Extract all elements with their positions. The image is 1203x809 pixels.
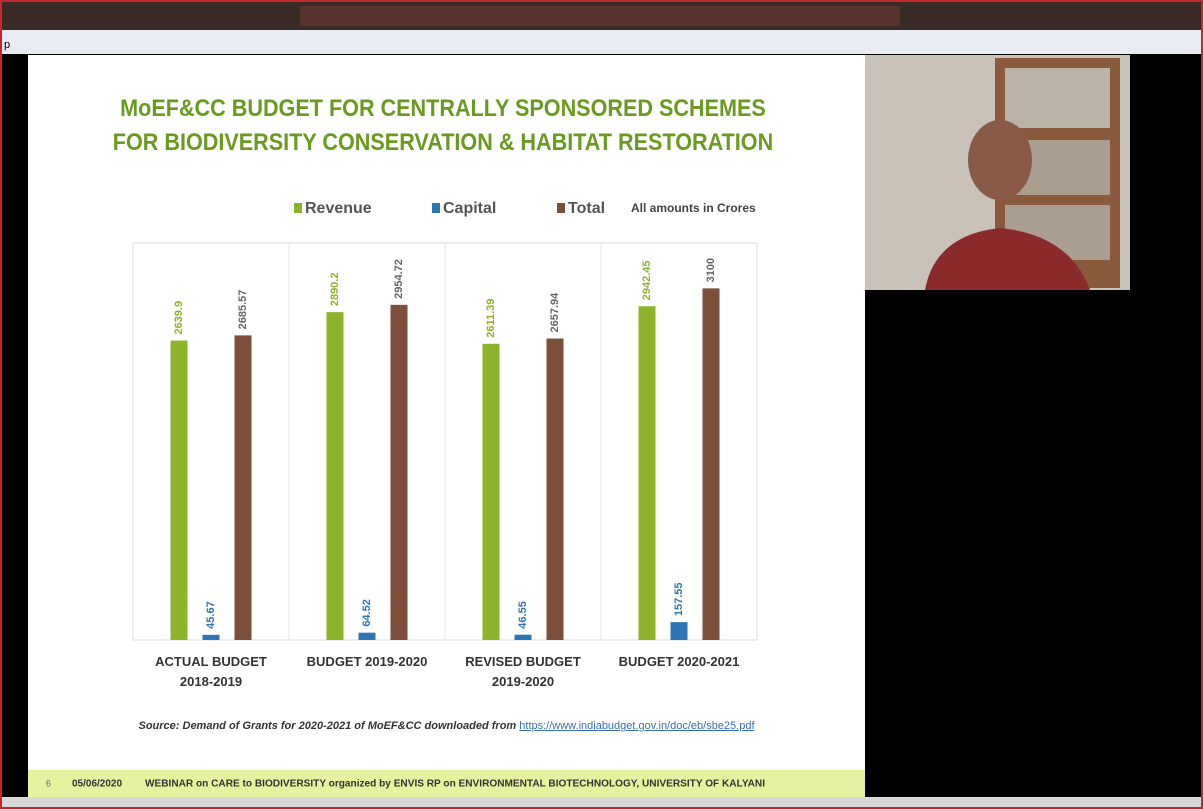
x-tick-label: BUDGET 2019-2020	[289, 652, 445, 672]
bar	[703, 288, 720, 640]
value-label: 2954.72	[393, 259, 405, 299]
footer-date: 05/06/2020	[72, 779, 122, 790]
value-label: 2611.39	[485, 299, 497, 338]
footer-page: 6	[46, 778, 51, 788]
legend-swatch	[557, 203, 565, 213]
toolbar	[2, 30, 1201, 54]
value-label: 2639.9	[173, 301, 185, 335]
x-tick-label: ACTUAL BUDGET 2018-2019	[133, 652, 289, 692]
shelf	[1005, 68, 1110, 128]
bar	[327, 312, 344, 640]
value-label: 64.52	[361, 599, 373, 627]
chart-title: MoEF&CC BUDGET FOR CENTRALLY SPONSORED S…	[70, 92, 817, 160]
legend-label: Total	[568, 200, 605, 217]
legend-swatch	[432, 203, 440, 213]
value-label: 2657.94	[549, 292, 561, 333]
legend-swatch	[294, 203, 302, 213]
legend-label: Revenue	[305, 200, 372, 217]
bar	[547, 339, 564, 640]
person-head	[968, 120, 1032, 200]
bar	[639, 306, 656, 640]
screen: p 6 05/06/2020 WEBINAR on CARE to BIODIV…	[0, 0, 1203, 809]
chart-note: All amounts in Crores	[631, 201, 756, 215]
bar	[359, 633, 376, 640]
bar	[235, 335, 252, 640]
bar	[483, 344, 500, 640]
value-label: 46.55	[517, 601, 529, 629]
value-label: 2942.45	[641, 260, 653, 300]
bar	[171, 341, 188, 640]
source-link[interactable]: https://www.indiabudget.gov.in/doc/eb/sb…	[519, 720, 754, 732]
source: Source: Demand of Grants for 2020-2021 o…	[28, 720, 865, 732]
bar	[671, 622, 688, 640]
x-tick-label: BUDGET 2020-2021	[601, 652, 757, 672]
blurred-title	[300, 6, 900, 26]
value-label: 2890.2	[329, 273, 341, 307]
bar	[515, 635, 532, 640]
value-label: 157.55	[673, 582, 685, 616]
toolbar-text: p	[4, 39, 10, 51]
x-tick-label: REVISED BUDGET 2019-2020	[445, 652, 601, 692]
value-label: 45.67	[205, 601, 217, 629]
legend-label: Capital	[443, 200, 496, 217]
source-text: Source: Demand of Grants for 2020-2021 o…	[138, 720, 516, 732]
bar	[391, 305, 408, 640]
bar	[203, 635, 220, 640]
value-label: 3100	[705, 258, 717, 282]
footer-text: WEBINAR on CARE to BIODIVERSITY organize…	[145, 779, 765, 790]
value-label: 2685.57	[237, 290, 249, 330]
